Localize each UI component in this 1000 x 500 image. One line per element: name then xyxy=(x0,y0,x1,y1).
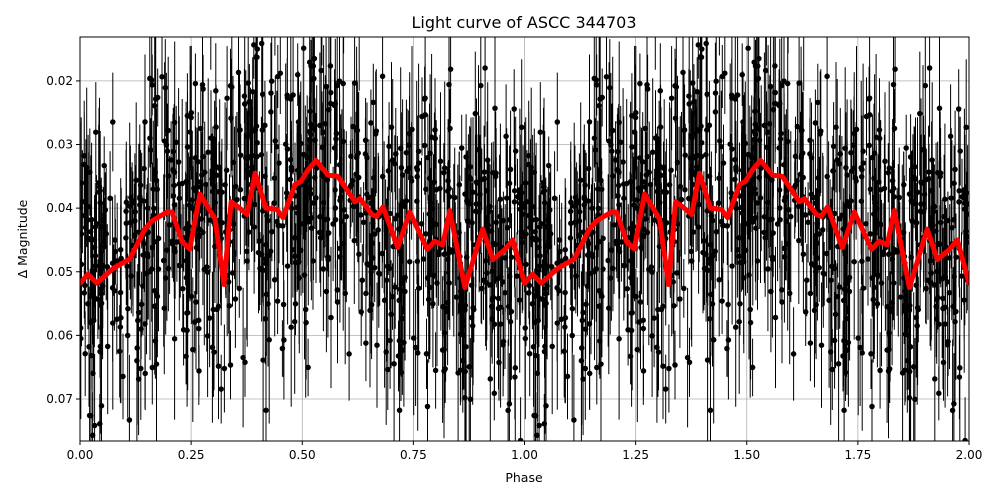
x-tick-label: 1.75 xyxy=(845,448,872,462)
y-tick-label: 0.04 xyxy=(46,201,73,215)
x-tick-label: 0.00 xyxy=(67,448,94,462)
observation-points xyxy=(80,37,969,441)
x-axis-label: Phase xyxy=(505,470,543,485)
x-tick-label: 1.50 xyxy=(733,448,760,462)
y-tick-label: 0.02 xyxy=(46,74,73,88)
x-tick-label: 0.50 xyxy=(289,448,316,462)
x-tick-label: 0.25 xyxy=(178,448,205,462)
x-tick-label: 0.75 xyxy=(400,448,427,462)
y-axis-label: Δ Magnitude xyxy=(15,199,30,278)
y-tick-label: 0.05 xyxy=(46,265,73,279)
y-tick-label: 0.06 xyxy=(46,328,73,342)
model-curve xyxy=(80,157,969,291)
y-tick-label: 0.03 xyxy=(46,138,73,152)
y-tick-label: 0.07 xyxy=(46,392,73,406)
y-axis-ticks: 0.02 0.03 0.04 0.05 0.06 0.07 xyxy=(46,74,80,406)
chart-title: Light curve of ASCC 344703 xyxy=(411,13,636,32)
x-tick-label: 1.00 xyxy=(511,448,538,462)
x-axis-ticks: 0.00 0.25 0.50 0.75 1.00 1.25 1.50 1.75 2.00 xyxy=(67,441,983,462)
x-tick-label: 1.25 xyxy=(622,448,649,462)
x-tick-label: 2.00 xyxy=(956,448,983,462)
